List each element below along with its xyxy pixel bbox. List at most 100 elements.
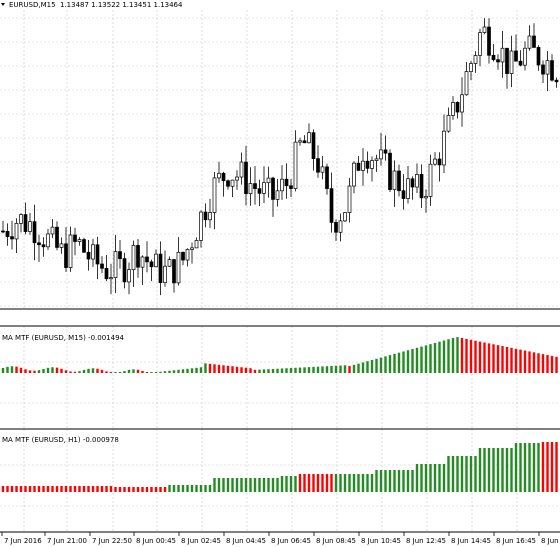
histogram-bar [429, 464, 432, 492]
histogram-bar [370, 360, 374, 373]
histogram-bar [361, 474, 365, 492]
histogram-bar [267, 369, 270, 373]
histogram-bar [510, 347, 513, 373]
histogram-bar [474, 340, 477, 373]
candle-body [275, 190, 280, 200]
candle-body [347, 185, 352, 213]
time-axis-label: 7 Jun 21:00 [47, 537, 87, 545]
candle-body [307, 132, 311, 144]
candle-body [14, 223, 19, 240]
candle-body [500, 47, 505, 63]
candle-body [109, 277, 113, 280]
histogram-bar [33, 486, 36, 492]
candle-body [361, 160, 365, 171]
histogram-bar [478, 448, 482, 492]
histogram-bar [388, 355, 392, 373]
histogram-bar [55, 367, 59, 373]
histogram-bar [298, 474, 302, 492]
histogram-bar [222, 478, 225, 492]
time-axis-label: 8 Jun 10:45 [361, 537, 401, 545]
histogram-bar [361, 362, 365, 373]
histogram-bar [280, 476, 284, 492]
histogram-bar [429, 344, 432, 373]
histogram-bar [433, 342, 437, 373]
candle-body [5, 230, 10, 237]
histogram-bar [289, 476, 293, 492]
histogram-bar [519, 443, 522, 492]
histogram-bar [109, 486, 113, 492]
histogram-bar [141, 487, 144, 492]
histogram-bar [24, 369, 27, 373]
histogram-bar [231, 478, 234, 492]
candle-body [352, 162, 356, 187]
candle-body [343, 212, 347, 222]
histogram-bar [82, 486, 86, 492]
time-axis-label: 7 Jun 22:50 [92, 537, 132, 545]
histogram-bar [46, 486, 50, 492]
candle-body [514, 50, 518, 62]
histogram-bar [91, 486, 95, 492]
histogram-bar [226, 365, 230, 373]
candle-body [280, 178, 284, 192]
collapse-triangle-icon[interactable] [1, 3, 5, 6]
candle-body [428, 163, 433, 197]
candle-body [127, 269, 131, 283]
candle-body [271, 177, 275, 200]
histogram-bar [69, 486, 72, 492]
histogram-bar [55, 486, 59, 492]
histogram-bar [541, 442, 545, 492]
histogram-bar [348, 474, 351, 492]
candle-body [496, 59, 500, 63]
histogram-bar [1, 368, 5, 373]
candle-body [289, 185, 293, 189]
candle-body [487, 26, 491, 56]
candle-body [235, 176, 239, 181]
histogram-bar [339, 365, 342, 373]
time-axis-label: 8 Jun 04:45 [226, 537, 266, 545]
candle-body [253, 183, 257, 189]
histogram-bar [253, 478, 257, 492]
candle-body [491, 54, 496, 61]
candle-body [145, 256, 149, 263]
histogram-bar [501, 448, 504, 492]
histogram-bar [438, 464, 441, 492]
histogram-bar [105, 486, 108, 492]
histogram-bar [537, 353, 540, 373]
histogram-bar [6, 366, 9, 373]
time-axis-label: 8 Jun 16:45 [496, 537, 536, 545]
histogram-bar [240, 478, 243, 492]
histogram-bar [478, 341, 482, 373]
histogram-bar [496, 448, 500, 492]
indicator-m15-histogram [1, 337, 558, 373]
histogram-bar [127, 487, 131, 492]
histogram-bar [213, 364, 216, 373]
histogram-bar [208, 485, 212, 492]
candle-body [163, 265, 167, 283]
candle-body [464, 71, 469, 96]
candle-body [10, 236, 14, 240]
histogram-bar [415, 464, 419, 492]
histogram-bar [555, 442, 558, 492]
histogram-bar [424, 345, 428, 373]
histogram-bar [231, 366, 234, 373]
histogram-bar [100, 369, 104, 373]
histogram-bar [15, 366, 18, 373]
candle-body [482, 26, 487, 33]
histogram-bar [271, 368, 275, 373]
histogram-bar [442, 340, 446, 373]
candle-body [64, 243, 68, 268]
histogram-bar [132, 487, 135, 492]
histogram-bar [82, 369, 86, 373]
histogram-bar [141, 370, 144, 373]
histogram-bar [258, 369, 261, 373]
histogram-bar [181, 369, 185, 373]
candle-body [554, 79, 559, 83]
histogram-bar [321, 474, 324, 492]
histogram-bar [447, 456, 450, 492]
histogram-bar [91, 368, 95, 373]
candlestick-series [1, 18, 559, 296]
histogram-bar [438, 341, 441, 373]
candle-body [365, 160, 370, 169]
